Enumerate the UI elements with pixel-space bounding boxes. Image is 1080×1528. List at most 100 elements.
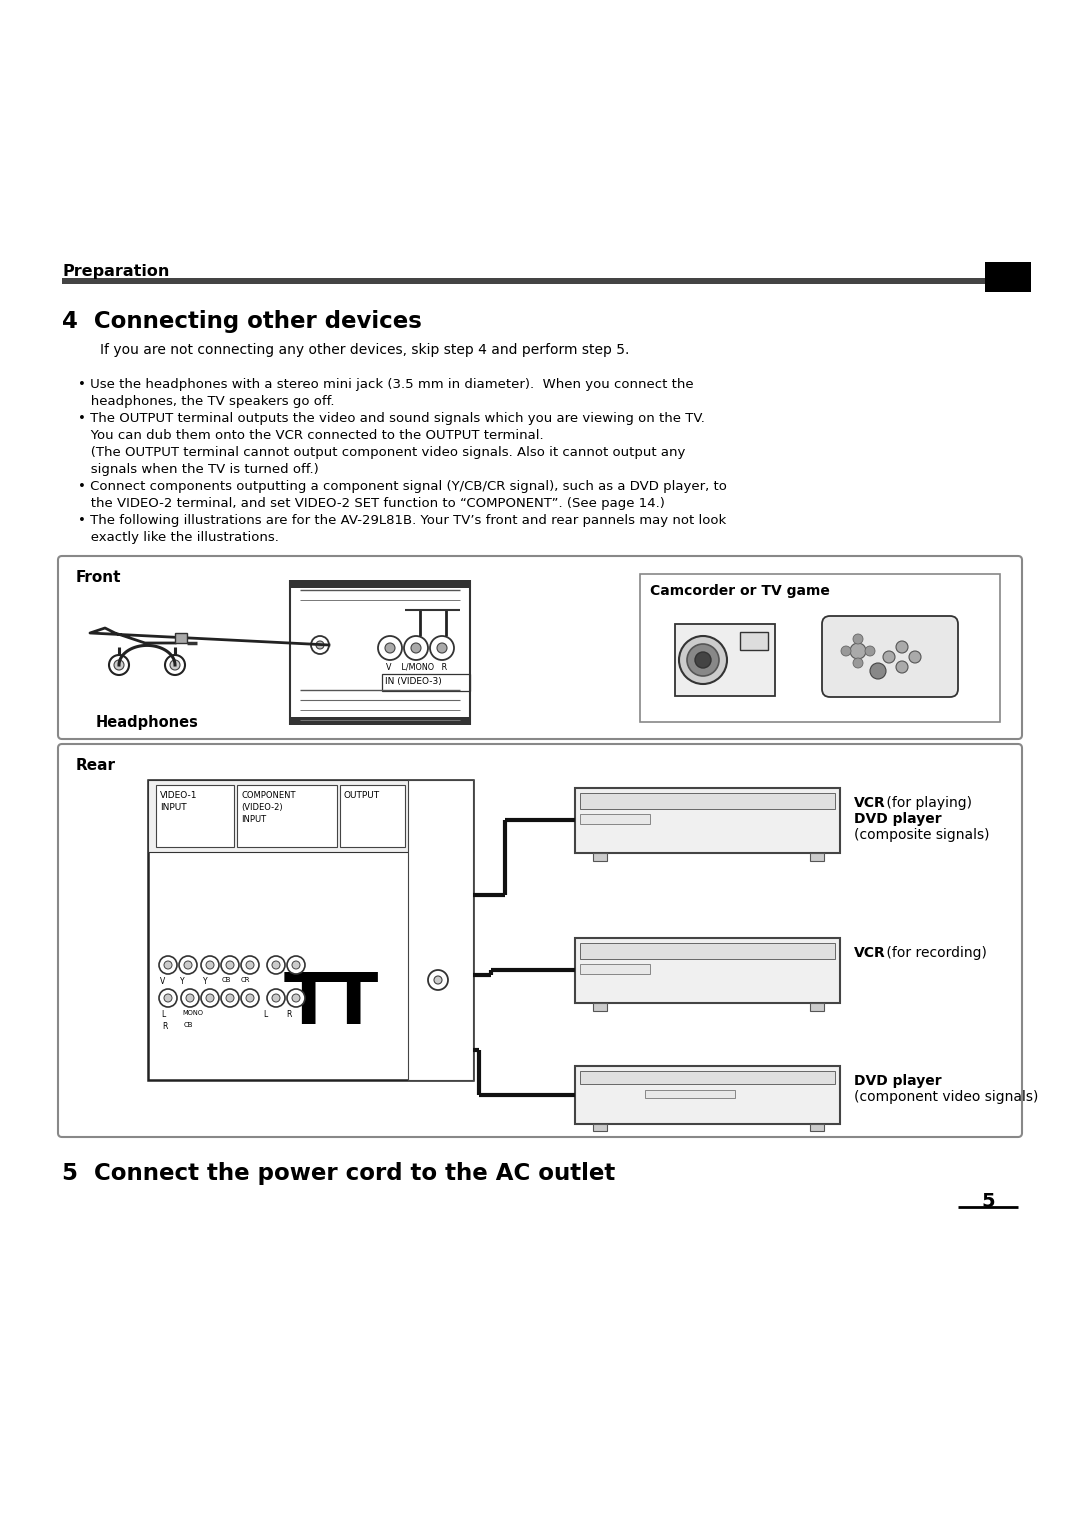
- Circle shape: [170, 660, 180, 669]
- Circle shape: [164, 961, 172, 969]
- Bar: [593, 1002, 607, 1012]
- Circle shape: [165, 656, 185, 675]
- Circle shape: [109, 656, 129, 675]
- Text: (composite signals): (composite signals): [854, 828, 989, 842]
- Text: (for recording): (for recording): [882, 946, 987, 960]
- Text: You can dub them onto the VCR connected to the OUTPUT terminal.: You can dub them onto the VCR connected …: [78, 429, 543, 442]
- Text: DVD player: DVD player: [854, 1074, 942, 1088]
- Bar: [148, 779, 473, 1080]
- Circle shape: [186, 995, 194, 1002]
- Bar: [340, 785, 405, 847]
- Text: exactly like the illustrations.: exactly like the illustrations.: [78, 532, 279, 544]
- Text: R: R: [286, 1010, 292, 1019]
- Circle shape: [883, 651, 895, 663]
- Bar: [580, 814, 650, 824]
- Bar: [175, 633, 187, 643]
- Text: INPUT: INPUT: [160, 804, 187, 811]
- Circle shape: [226, 995, 234, 1002]
- Circle shape: [865, 646, 875, 656]
- Circle shape: [206, 995, 214, 1002]
- Text: DVD player: DVD player: [854, 811, 942, 827]
- Circle shape: [870, 663, 886, 678]
- Text: Camcorder or TV game: Camcorder or TV game: [650, 584, 829, 597]
- Bar: [580, 943, 835, 960]
- Circle shape: [909, 651, 921, 663]
- Circle shape: [437, 643, 447, 652]
- FancyBboxPatch shape: [58, 556, 1022, 740]
- Bar: [580, 964, 650, 973]
- Circle shape: [201, 957, 219, 973]
- Circle shape: [221, 989, 239, 1007]
- Text: Y: Y: [180, 976, 185, 986]
- Bar: [593, 1125, 607, 1131]
- Text: • Connect components outputting a component signal (Y/CB/CR signal), such as a D: • Connect components outputting a compon…: [78, 480, 727, 494]
- Circle shape: [292, 995, 300, 1002]
- FancyBboxPatch shape: [767, 636, 791, 688]
- Bar: [156, 785, 234, 847]
- Circle shape: [430, 636, 454, 660]
- Circle shape: [428, 970, 448, 990]
- Text: headphones, the TV speakers go off.: headphones, the TV speakers go off.: [78, 396, 335, 408]
- Bar: [408, 779, 473, 1080]
- Text: Rear: Rear: [76, 758, 116, 773]
- Text: V: V: [160, 976, 165, 986]
- Text: (The OUTPUT terminal cannot output component video signals. Also it cannot outpu: (The OUTPUT terminal cannot output compo…: [78, 446, 686, 458]
- Bar: [740, 633, 768, 649]
- Bar: [580, 793, 835, 808]
- Bar: [640, 575, 1000, 723]
- Text: Preparation: Preparation: [62, 264, 170, 280]
- Text: MONO: MONO: [183, 1010, 203, 1016]
- Circle shape: [246, 995, 254, 1002]
- Circle shape: [221, 957, 239, 973]
- Text: Headphones: Headphones: [95, 715, 199, 730]
- Text: VCR: VCR: [854, 946, 886, 960]
- Bar: [291, 581, 470, 588]
- Circle shape: [311, 636, 329, 654]
- Text: (for playing): (for playing): [882, 796, 972, 810]
- Text: 4  Connecting other devices: 4 Connecting other devices: [62, 310, 422, 333]
- Circle shape: [434, 976, 442, 984]
- Text: COMPONENT: COMPONENT: [241, 792, 296, 801]
- Text: • Use the headphones with a stereo mini jack (3.5 mm in diameter).  When you con: • Use the headphones with a stereo mini …: [78, 377, 693, 391]
- Text: L: L: [161, 1010, 165, 1019]
- Text: OUTPUT: OUTPUT: [345, 792, 380, 801]
- Circle shape: [159, 957, 177, 973]
- Circle shape: [404, 636, 428, 660]
- Circle shape: [853, 659, 863, 668]
- Circle shape: [292, 961, 300, 969]
- Circle shape: [241, 957, 259, 973]
- Text: Y: Y: [203, 976, 207, 986]
- Circle shape: [226, 961, 234, 969]
- Text: T: T: [328, 970, 378, 1039]
- Bar: [593, 853, 607, 860]
- Circle shape: [384, 643, 395, 652]
- Bar: [810, 1002, 824, 1012]
- Circle shape: [267, 957, 285, 973]
- Circle shape: [287, 989, 305, 1007]
- Bar: [62, 278, 1020, 284]
- Text: signals when the TV is turned off.): signals when the TV is turned off.): [78, 463, 319, 477]
- Circle shape: [159, 989, 177, 1007]
- Text: R: R: [162, 1022, 167, 1031]
- Text: IN (VIDEO-3): IN (VIDEO-3): [384, 677, 442, 686]
- Bar: [575, 938, 840, 1002]
- Text: CR: CR: [241, 976, 251, 983]
- Bar: [810, 1125, 824, 1131]
- Circle shape: [272, 961, 280, 969]
- Bar: [580, 1071, 835, 1083]
- Bar: [382, 674, 470, 691]
- FancyBboxPatch shape: [58, 744, 1022, 1137]
- Text: (VIDEO-2): (VIDEO-2): [241, 804, 283, 811]
- Bar: [237, 785, 337, 847]
- Circle shape: [896, 662, 908, 672]
- Text: VIDEO-1: VIDEO-1: [160, 792, 198, 801]
- Text: (component video signals): (component video signals): [854, 1089, 1038, 1105]
- Text: • The OUTPUT terminal outputs the video and sound signals which you are viewing : • The OUTPUT terminal outputs the video …: [78, 413, 705, 425]
- Circle shape: [201, 989, 219, 1007]
- Circle shape: [179, 957, 197, 973]
- Circle shape: [267, 989, 285, 1007]
- Bar: [810, 853, 824, 860]
- Text: CB: CB: [184, 1022, 193, 1028]
- FancyBboxPatch shape: [822, 616, 958, 697]
- Text: L: L: [264, 1010, 267, 1019]
